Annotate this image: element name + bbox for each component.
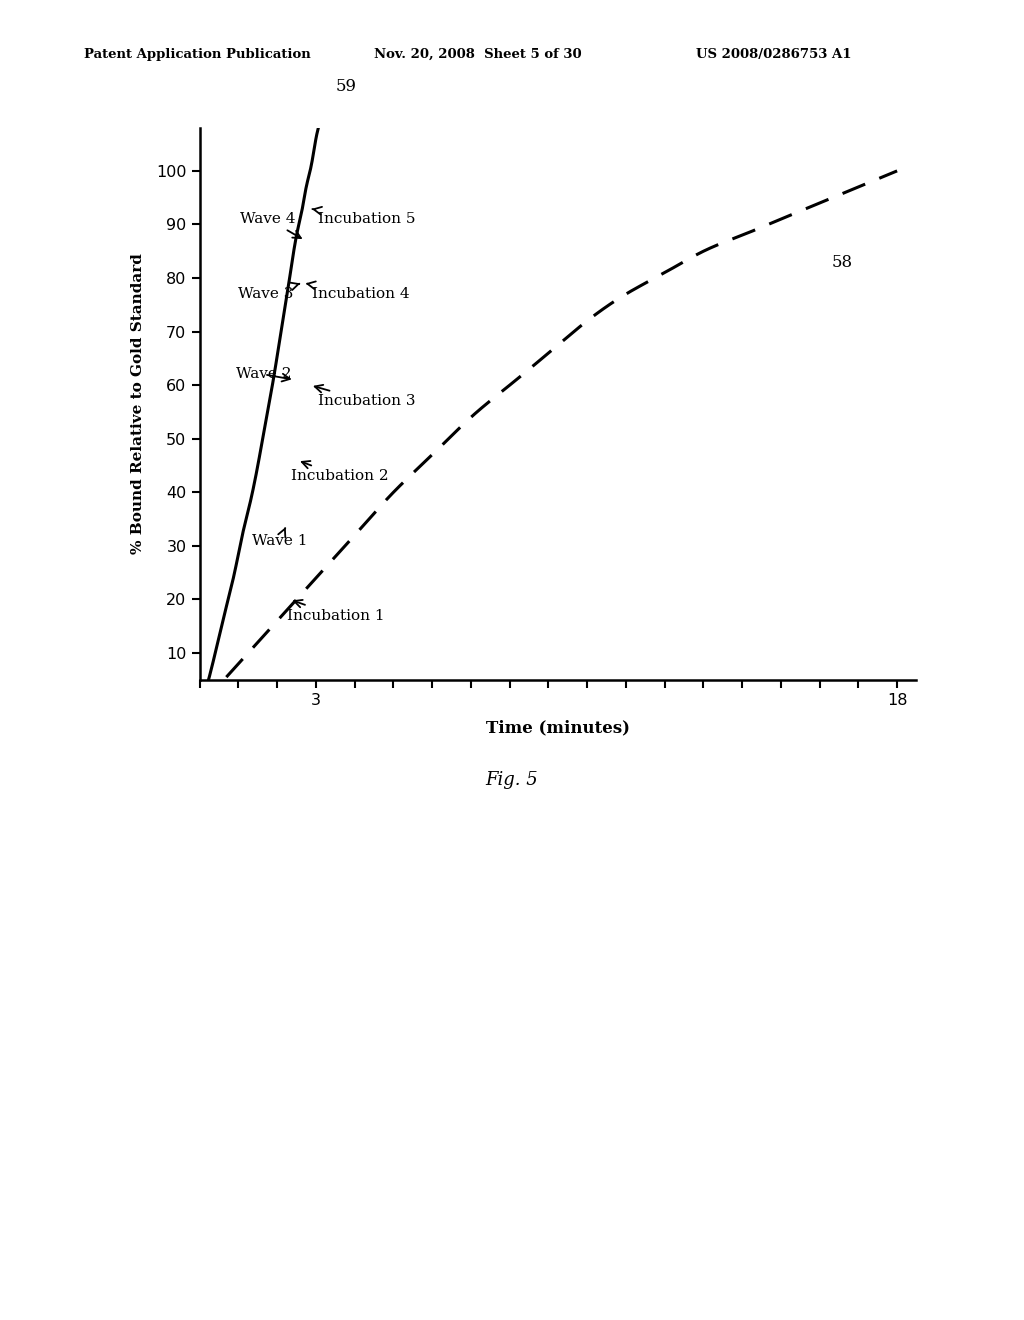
- Text: Incubation 5: Incubation 5: [312, 207, 416, 226]
- Text: Wave 4: Wave 4: [241, 213, 301, 238]
- Text: Nov. 20, 2008  Sheet 5 of 30: Nov. 20, 2008 Sheet 5 of 30: [374, 48, 582, 61]
- Text: Incubation 3: Incubation 3: [314, 385, 416, 408]
- X-axis label: Time (minutes): Time (minutes): [486, 719, 630, 737]
- Text: Fig. 5: Fig. 5: [485, 771, 539, 789]
- Text: Wave 1: Wave 1: [252, 528, 307, 548]
- Y-axis label: % Bound Relative to Gold Standard: % Bound Relative to Gold Standard: [131, 253, 144, 554]
- Text: Incubation 4: Incubation 4: [307, 281, 410, 301]
- Text: Wave 3: Wave 3: [239, 282, 299, 301]
- Text: Incubation 2: Incubation 2: [291, 461, 388, 483]
- Text: Incubation 1: Incubation 1: [287, 599, 384, 623]
- Text: 58: 58: [831, 255, 852, 272]
- Text: 59: 59: [335, 78, 356, 95]
- Text: US 2008/0286753 A1: US 2008/0286753 A1: [696, 48, 852, 61]
- Text: Wave 2: Wave 2: [237, 367, 292, 381]
- Text: Patent Application Publication: Patent Application Publication: [84, 48, 310, 61]
